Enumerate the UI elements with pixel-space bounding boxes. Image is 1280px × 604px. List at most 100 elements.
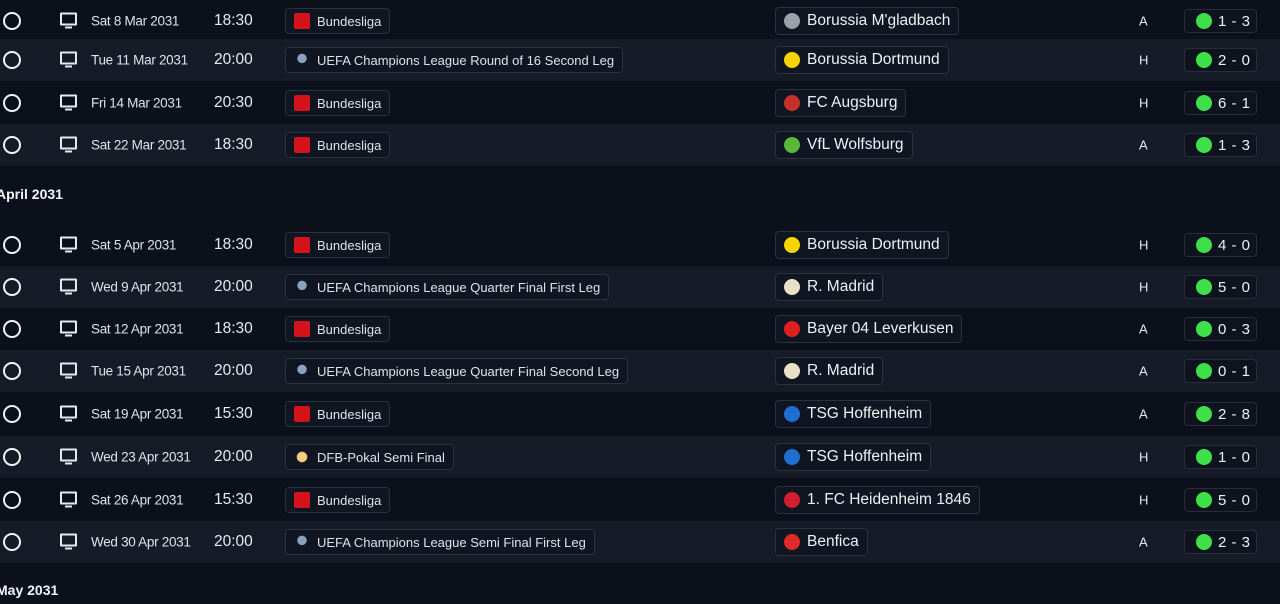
competition-badge[interactable]: Bundesliga [285,316,391,342]
opponent-badge[interactable]: Benfica [775,528,868,556]
select-circle-icon[interactable] [3,136,21,154]
opponent-badge[interactable]: 1. FC Heidenheim 1846 [775,486,980,514]
kickoff-time: 18:30 [214,320,253,337]
competition-badge[interactable]: UEFA Champions League Quarter Final Firs… [285,274,610,300]
opponent-name: TSG Hoffenheim [807,448,923,465]
kickoff-time: 18:30 [214,12,253,29]
match-date: Tue 11 Mar 2031 [91,52,188,68]
select-circle-icon[interactable] [3,405,21,423]
competition-name: Bundesliga [317,406,382,422]
select-circle-icon[interactable] [3,448,21,466]
venue: A [1139,363,1148,379]
result-badge[interactable]: 4 - 0 [1184,233,1257,257]
kickoff-time: 18:30 [214,236,253,253]
score: 5 - 0 [1218,491,1251,509]
fixture-row[interactable]: Tue 11 Mar 2031 20:00 UEFA Champions Lea… [0,39,1280,81]
result-badge[interactable]: 1 - 0 [1184,445,1257,469]
fixture-row[interactable]: Sat 22 Mar 2031 18:30 Bundesliga VfL Wol… [0,124,1280,166]
competition-badge[interactable]: Bundesliga [285,232,391,258]
opponent-badge[interactable]: Bayer 04 Leverkusen [775,315,963,343]
competition-badge[interactable]: Bundesliga [285,401,391,427]
month-heading: May 2031 [0,582,59,598]
team-crest-icon [784,492,800,508]
competition-name: UEFA Champions League Semi Final First L… [317,534,586,550]
select-circle-icon[interactable] [3,236,21,254]
select-circle-icon[interactable] [3,12,21,30]
opponent-badge[interactable]: R. Madrid [775,273,884,301]
competition-badge[interactable]: Bundesliga [285,90,391,116]
opponent-name: R. Madrid [807,278,875,295]
opponent-badge[interactable]: TSG Hoffenheim [775,400,932,428]
opponent-badge[interactable]: TSG Hoffenheim [775,443,932,471]
tv-broadcast-icon [60,448,77,465]
venue: H [1139,237,1149,253]
result-dot-icon [1196,95,1212,111]
result-dot-icon [1196,449,1212,465]
result-badge[interactable]: 2 - 8 [1184,402,1257,426]
fixture-row[interactable]: Sat 5 Apr 2031 18:30 Bundesliga Borussia… [0,224,1280,266]
opponent-badge[interactable]: Borussia M'gladbach [775,7,960,35]
opponent-badge[interactable]: VfL Wolfsburg [775,131,913,159]
select-circle-icon[interactable] [3,533,21,551]
result-badge[interactable]: 5 - 0 [1184,488,1257,512]
match-date: Sat 26 Apr 2031 [91,492,184,508]
score: 4 - 0 [1218,236,1251,254]
result-badge[interactable]: 2 - 3 [1184,530,1257,554]
opponent-badge[interactable]: FC Augsburg [775,89,907,117]
opponent-badge[interactable]: Borussia Dortmund [775,46,949,74]
match-date: Wed 23 Apr 2031 [91,449,191,465]
result-badge[interactable]: 6 - 1 [1184,91,1257,115]
fixture-row[interactable]: Fri 14 Mar 2031 20:30 Bundesliga FC Augs… [0,82,1280,124]
result-badge[interactable]: 1 - 3 [1184,9,1257,33]
match-date: Sat 12 Apr 2031 [91,321,184,337]
competition-badge[interactable]: Bundesliga [285,132,391,158]
team-crest-icon [784,52,800,68]
score: 6 - 1 [1218,94,1251,112]
result-dot-icon [1196,492,1212,508]
opponent-badge[interactable]: R. Madrid [775,357,884,385]
result-badge[interactable]: 2 - 0 [1184,48,1257,72]
fixture-row[interactable]: Wed 30 Apr 2031 20:00 UEFA Champions Lea… [0,521,1280,563]
competition-badge[interactable]: DFB-Pokal Semi Final [285,444,454,470]
fixture-row[interactable]: Tue 15 Apr 2031 20:00 UEFA Champions Lea… [0,350,1280,392]
tv-broadcast-icon [60,491,77,508]
tv-broadcast-icon [60,136,77,153]
score: 0 - 1 [1218,362,1251,380]
result-badge[interactable]: 5 - 0 [1184,275,1257,299]
select-circle-icon[interactable] [3,94,21,112]
competition-badge[interactable]: UEFA Champions League Round of 16 Second… [285,47,624,73]
match-date: Sat 8 Mar 2031 [91,13,180,29]
tv-broadcast-icon [60,533,77,550]
competition-badge[interactable]: Bundesliga [285,8,391,34]
fixture-row[interactable]: Wed 9 Apr 2031 20:00 UEFA Champions Leag… [0,266,1280,308]
tv-broadcast-icon [60,278,77,295]
select-circle-icon[interactable] [3,51,21,69]
tv-broadcast-icon [60,51,77,68]
team-crest-icon [784,13,800,29]
fixture-row[interactable]: Wed 23 Apr 2031 20:00 DFB-Pokal Semi Fin… [0,436,1280,478]
result-badge[interactable]: 1 - 3 [1184,133,1257,157]
champions-league-trophy-icon [294,279,310,295]
fixture-row[interactable]: Sat 12 Apr 2031 18:30 Bundesliga Bayer 0… [0,308,1280,350]
tv-broadcast-icon [60,12,77,29]
select-circle-icon[interactable] [3,278,21,296]
tv-broadcast-icon [60,320,77,337]
competition-badge[interactable]: UEFA Champions League Semi Final First L… [285,529,595,555]
kickoff-time: 18:30 [214,136,253,153]
opponent-badge[interactable]: Borussia Dortmund [775,231,949,259]
fixture-row[interactable]: Sat 8 Mar 2031 18:30 Bundesliga Borussia… [0,0,1280,42]
venue: A [1139,534,1148,550]
select-circle-icon[interactable] [3,362,21,380]
competition-badge[interactable]: UEFA Champions League Quarter Final Seco… [285,358,629,384]
fixture-row[interactable]: Sat 19 Apr 2031 15:30 Bundesliga TSG Hof… [0,393,1280,435]
select-circle-icon[interactable] [3,320,21,338]
venue: H [1139,279,1149,295]
result-badge[interactable]: 0 - 1 [1184,359,1257,383]
tv-broadcast-icon [60,405,77,422]
result-dot-icon [1196,237,1212,253]
result-badge[interactable]: 0 - 3 [1184,317,1257,341]
competition-badge[interactable]: Bundesliga [285,487,391,513]
fixture-row[interactable]: Sat 26 Apr 2031 15:30 Bundesliga 1. FC H… [0,479,1280,521]
score: 2 - 3 [1218,533,1251,551]
select-circle-icon[interactable] [3,491,21,509]
